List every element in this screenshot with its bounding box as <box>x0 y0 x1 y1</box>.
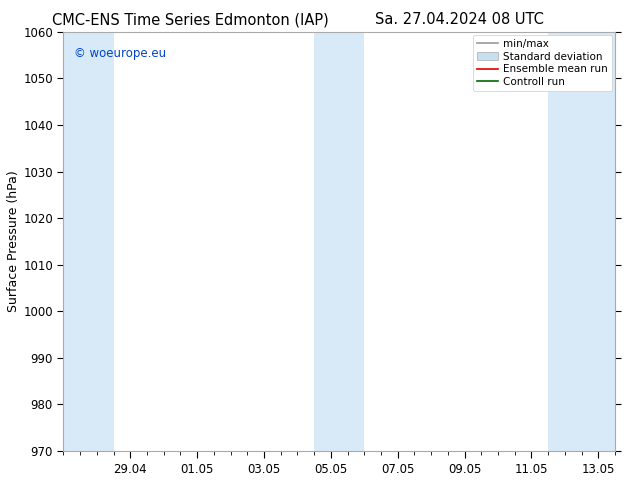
Text: CMC-ENS Time Series Edmonton (IAP): CMC-ENS Time Series Edmonton (IAP) <box>52 12 328 27</box>
Bar <box>548 32 615 451</box>
Bar <box>63 32 113 451</box>
Bar <box>314 32 365 451</box>
Text: Sa. 27.04.2024 08 UTC: Sa. 27.04.2024 08 UTC <box>375 12 544 27</box>
Y-axis label: Surface Pressure (hPa): Surface Pressure (hPa) <box>8 171 20 312</box>
Legend: min/max, Standard deviation, Ensemble mean run, Controll run: min/max, Standard deviation, Ensemble me… <box>473 35 612 91</box>
Text: © woeurope.eu: © woeurope.eu <box>74 47 167 59</box>
